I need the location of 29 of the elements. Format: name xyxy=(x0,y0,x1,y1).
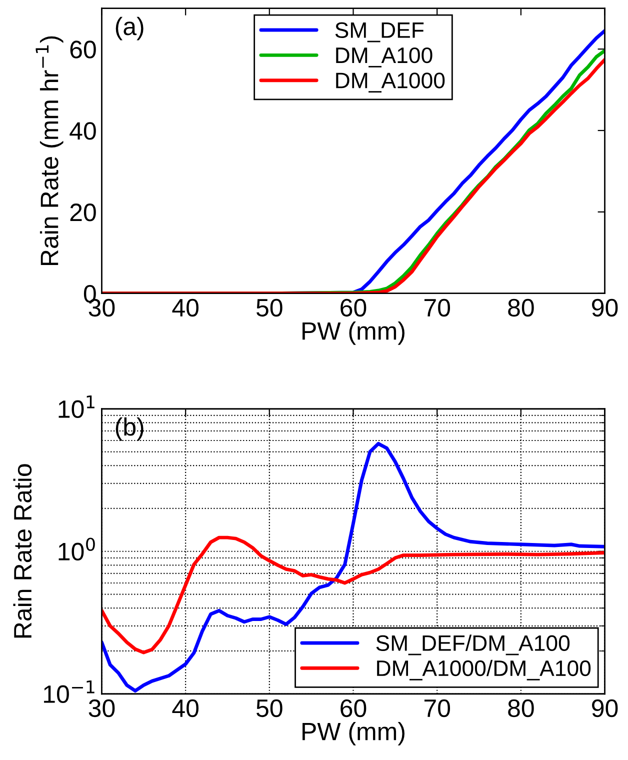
annotation: (a) xyxy=(116,16,144,40)
x-tick-label: 50 xyxy=(256,699,282,718)
line-series xyxy=(102,536,605,654)
y-axis-title: Rain Rate (mm hr$^{−1}$) xyxy=(36,36,64,266)
legend-label: DM_A1000/DM_A100 xyxy=(377,660,591,680)
y-tick-label: 40 xyxy=(70,122,96,140)
legend-label: SM_DEF xyxy=(335,22,424,42)
y-tick-label: 10$^{0}$ xyxy=(58,538,95,560)
x-tick-label: 80 xyxy=(508,699,534,718)
x-tick-label: 40 xyxy=(172,298,198,317)
x-tick-label: 40 xyxy=(172,699,198,718)
legend-label: DM_A1000 xyxy=(336,72,445,93)
x-axis-title: PW (mm) xyxy=(302,722,404,746)
legend-label: DM_A100 xyxy=(336,47,432,68)
x-tick-label: 70 xyxy=(424,699,450,718)
y-axis-title: Rain Rate Ratio xyxy=(13,464,32,638)
x-axis-title: PW (mm) xyxy=(302,322,404,345)
annotation: (b) xyxy=(116,417,144,441)
x-tick-label: 50 xyxy=(256,298,282,317)
legend-label: SM_DEF/DM_A100 xyxy=(376,634,570,656)
x-tick-label: 90 xyxy=(592,298,618,317)
y-tick-label: 20 xyxy=(70,204,96,222)
x-tick-label: 80 xyxy=(508,298,534,317)
x-tick-label: 60 xyxy=(340,298,366,317)
x-tick-label: 70 xyxy=(424,298,450,317)
y-tick-label: 10$^{1}$ xyxy=(58,395,94,418)
x-tick-label: 90 xyxy=(592,699,618,718)
y-tick-label: 60 xyxy=(70,40,96,58)
x-tick-label: 60 xyxy=(340,699,366,718)
